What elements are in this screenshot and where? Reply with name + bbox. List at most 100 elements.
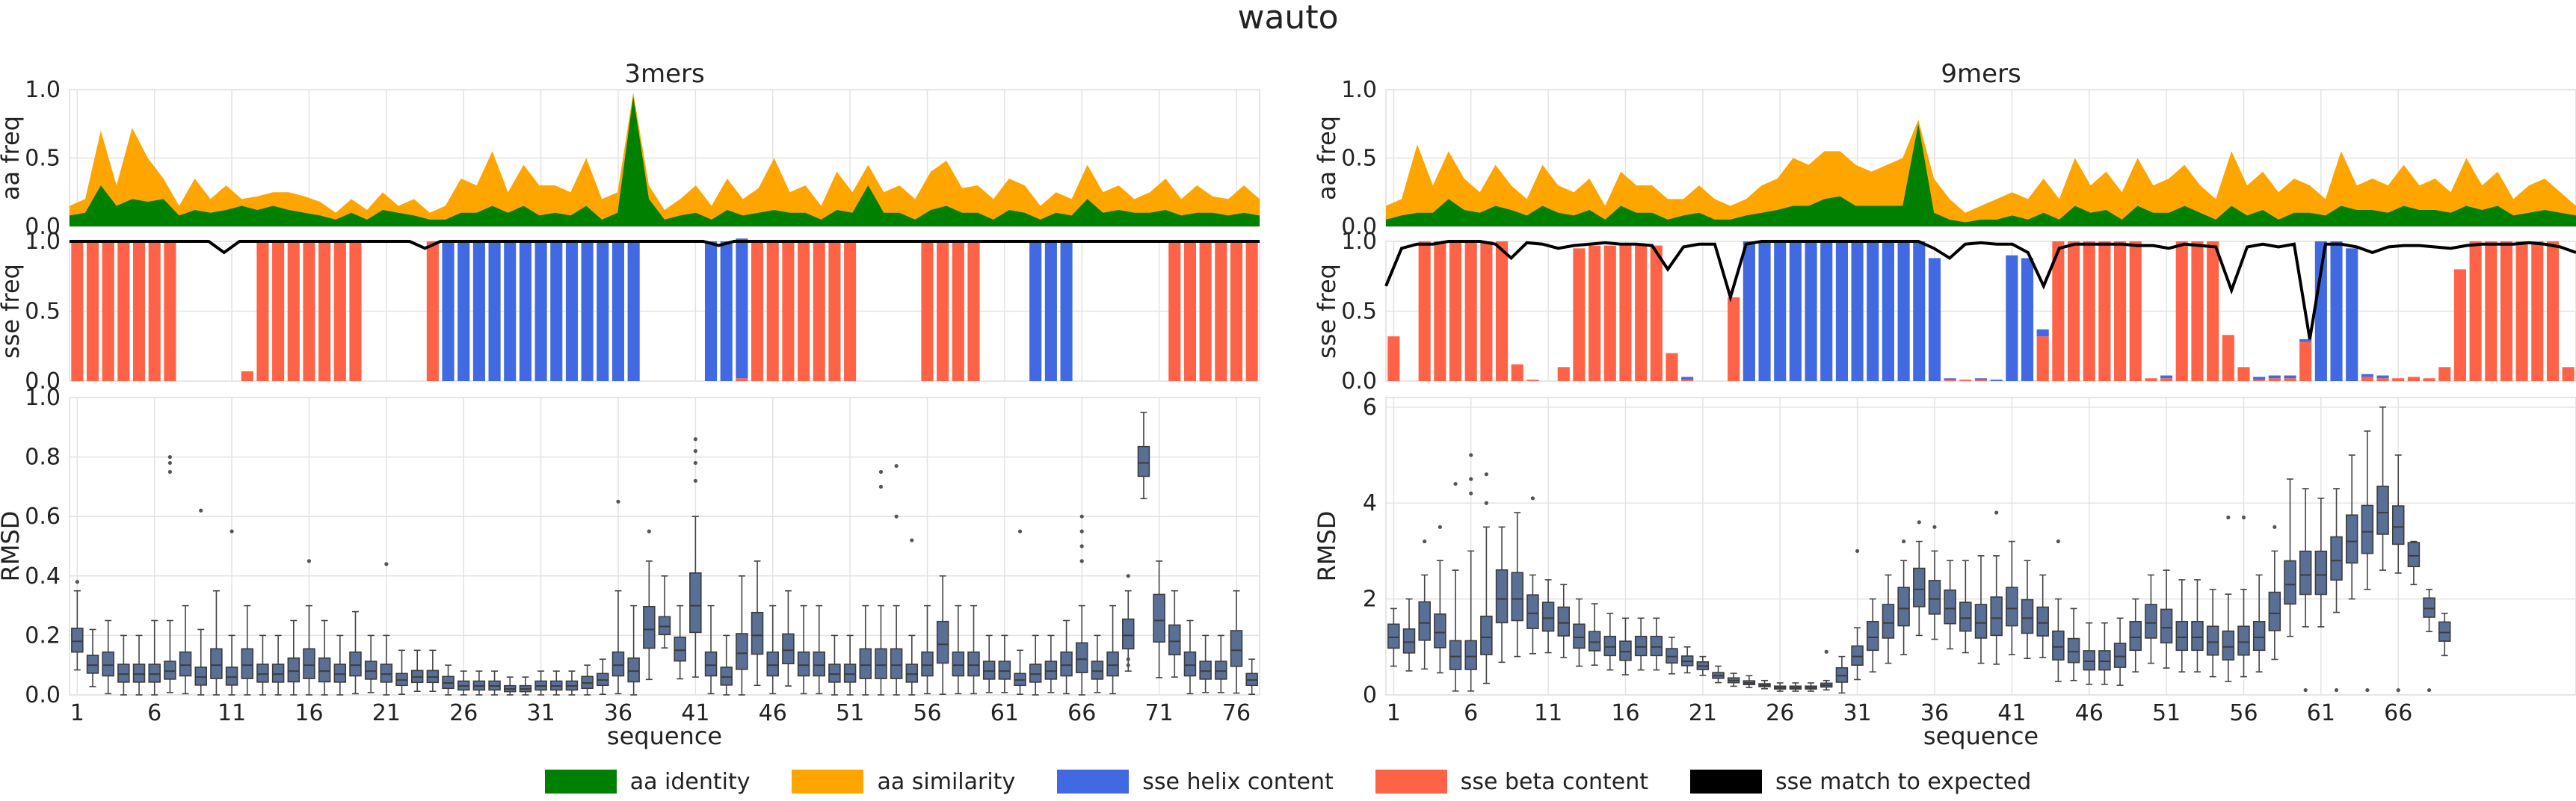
box	[2237, 625, 2250, 656]
legend-item: sse beta content	[1375, 769, 1648, 795]
x-tick-label: 21	[1689, 700, 1717, 726]
box	[736, 633, 748, 670]
y-tick-label: 0.0	[25, 368, 61, 395]
box-outlier	[647, 529, 651, 534]
sse-helix-bar	[720, 241, 733, 381]
x-tick-label: 56	[2229, 700, 2258, 726]
sse-helix-bar	[1805, 241, 1817, 381]
box	[967, 651, 980, 677]
sse-beta-bar	[2114, 241, 2127, 381]
x-tick-label: 46	[2075, 700, 2104, 726]
box	[828, 664, 841, 683]
box	[271, 664, 285, 683]
box	[210, 648, 223, 679]
sse-beta-bar	[1511, 364, 1523, 381]
box-outlier	[878, 484, 884, 489]
sse-helix-bar	[2284, 375, 2296, 379]
box-outlier	[693, 437, 697, 442]
box	[1557, 606, 1571, 637]
sse-helix-bar	[442, 241, 455, 381]
x-tick-label: 26	[1766, 700, 1794, 726]
box	[2129, 620, 2142, 652]
sse-helix-bar	[704, 241, 718, 381]
box	[890, 648, 903, 679]
sse-beta-bar	[2376, 378, 2389, 381]
sse-beta-bar	[2268, 378, 2281, 381]
box	[1434, 613, 1446, 649]
box	[2067, 637, 2080, 664]
sse-beta-bar	[2145, 378, 2157, 381]
sse-beta-bar	[426, 241, 439, 381]
sse-beta-bar	[303, 241, 315, 381]
box	[2376, 485, 2389, 535]
panel-title: 3mers	[624, 59, 704, 89]
box	[2036, 606, 2049, 637]
box	[194, 667, 207, 686]
y-tick-label: 0.0	[25, 214, 61, 240]
box	[2006, 587, 2018, 627]
box-outlier	[167, 460, 172, 466]
box	[2284, 560, 2296, 605]
box	[1402, 628, 1416, 654]
sse-helix-bar	[2314, 241, 2327, 381]
box-outlier	[2303, 687, 2308, 693]
legend-label: aa identity	[629, 768, 751, 795]
sse-beta-bar	[1666, 353, 1678, 381]
sse-beta-bar	[2453, 269, 2466, 381]
sse-beta-bar	[2098, 241, 2111, 381]
y-tick-label: 0	[1363, 682, 1377, 708]
sse-beta-bar	[241, 371, 253, 381]
sse-beta-bar	[2237, 367, 2250, 381]
sse-beta-bar	[164, 241, 176, 381]
sse-beta-bar	[2485, 241, 2498, 381]
box	[1168, 624, 1181, 656]
box	[1959, 601, 1972, 632]
box	[1882, 604, 1895, 639]
sse-beta-bar	[1199, 241, 1212, 381]
box-outlier	[306, 559, 312, 563]
legend-label: aa similarity	[877, 768, 1016, 795]
box-outlier	[1917, 520, 1921, 525]
box	[813, 651, 825, 677]
box	[1495, 569, 1509, 624]
sse-beta-bar	[952, 241, 964, 381]
sse-beta-bar	[349, 241, 362, 381]
sse-beta-bar	[2284, 378, 2296, 381]
y-tick-label: 0.6	[25, 504, 61, 530]
y-tick-label: 1.0	[25, 385, 61, 411]
legend-label: sse match to expected	[1775, 768, 2032, 795]
box	[2345, 514, 2358, 564]
sse-beta-bar	[2546, 241, 2560, 381]
box-outlier	[1079, 529, 1084, 534]
box-outlier	[1855, 548, 1860, 554]
figure-title: wauto	[1237, 0, 1338, 37]
sse-beta-bar	[813, 241, 825, 381]
box	[1974, 604, 1988, 639]
sse-beta-bar	[1480, 241, 1493, 381]
box	[1464, 640, 1477, 670]
aa-similarity-area	[1386, 120, 2576, 226]
x-tick-label: 36	[604, 700, 632, 726]
sse-beta-bar	[71, 241, 84, 381]
sse-beta-bar	[148, 241, 161, 381]
x-axis-label: sequence	[1923, 722, 2039, 750]
box	[936, 620, 949, 664]
sse-beta-bar	[117, 241, 130, 381]
box	[658, 616, 671, 636]
x-tick-label: 61	[990, 700, 1019, 726]
box	[859, 648, 872, 679]
y-tick-label: 0.5	[1341, 146, 1377, 172]
legend-item: aa identity	[544, 768, 751, 795]
box	[2021, 599, 2034, 634]
box-outlier	[1824, 649, 1828, 654]
box	[643, 605, 656, 649]
box	[1215, 661, 1227, 680]
sse-helix-bar	[611, 241, 625, 381]
x-tick-label: 1	[70, 700, 84, 726]
sse-beta-bar	[751, 241, 764, 381]
sse-helix-bar	[457, 241, 470, 381]
box	[1928, 580, 1941, 615]
sse-helix-bar	[1928, 258, 1941, 381]
